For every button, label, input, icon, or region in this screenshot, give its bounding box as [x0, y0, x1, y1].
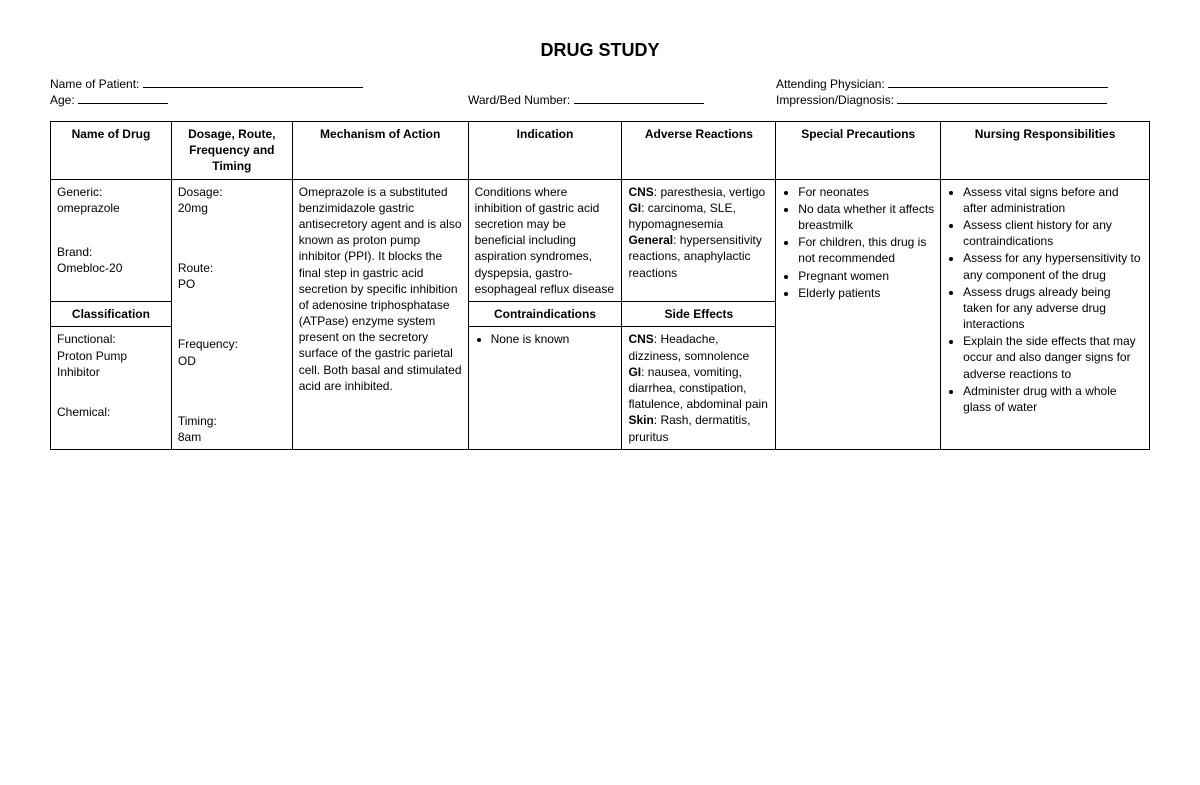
cell-moa: Omeprazole is a substituted benzimidazol…: [292, 179, 468, 450]
impression-blank[interactable]: [897, 93, 1107, 104]
nursing-item: Administer drug with a whole glass of wa…: [963, 383, 1143, 415]
side-gi-label: GI: [628, 365, 641, 379]
cell-dosage: Dosage: 20mg Route: PO Frequency: OD Tim…: [171, 179, 292, 450]
cell-drug-names: Generic: omeprazole Brand: Omebloc-20: [51, 179, 172, 302]
nursing-item: Assess client history for any contraindi…: [963, 217, 1143, 249]
adv-cns-text: : paresthesia, vertigo: [654, 185, 765, 199]
cell-contra: None is known: [468, 327, 622, 450]
cell-nursing: Assess vital signs before and after admi…: [941, 179, 1150, 450]
cell-classification: Functional: Proton Pump Inhibitor Chemic…: [51, 327, 172, 450]
cell-indication: Conditions where inhibition of gastric a…: [468, 179, 622, 302]
patient-blank[interactable]: [143, 77, 363, 88]
route-label: Route:: [178, 260, 286, 276]
h-side: Side Effects: [622, 302, 776, 327]
dosage-value: 20mg: [178, 200, 286, 216]
precaution-item: Pregnant women: [798, 268, 934, 284]
h-nursing: Nursing Responsibilities: [941, 122, 1150, 180]
timing-label: Timing:: [178, 413, 286, 429]
h-drug: Name of Drug: [51, 122, 172, 180]
physician-blank[interactable]: [888, 77, 1108, 88]
dosage-label: Dosage:: [178, 184, 286, 200]
cell-adverse: CNS: paresthesia, vertigo GI: carcinoma,…: [622, 179, 776, 302]
impression-label: Impression/Diagnosis:: [776, 93, 894, 107]
nursing-item: Assess drugs already being taken for any…: [963, 284, 1143, 333]
precaution-item: Elderly patients: [798, 285, 934, 301]
timing-value: 8am: [178, 429, 286, 445]
brand-value: Omebloc-20: [57, 260, 165, 276]
adv-gen-label: General: [628, 233, 673, 247]
adv-gi-label: GI: [628, 201, 641, 215]
patient-label: Name of Patient:: [50, 77, 139, 91]
h-dose: Dosage, Route, Frequency and Timing: [171, 122, 292, 180]
physician-label: Attending Physician:: [776, 77, 885, 91]
meta-row-1: Name of Patient: Attending Physician:: [50, 77, 1150, 91]
nursing-item: Assess for any hypersensitivity to any c…: [963, 250, 1143, 282]
age-blank[interactable]: [78, 93, 168, 104]
contra-item: None is known: [491, 331, 616, 347]
side-skin-label: Skin: [628, 413, 653, 427]
meta-row-2: Age: Ward/Bed Number: Impression/Diagnos…: [50, 93, 1150, 107]
class-func-value: Proton Pump Inhibitor: [57, 348, 165, 380]
adv-gi-text: : carcinoma, SLE, hypomagnesemia: [628, 201, 735, 231]
h-classification: Classification: [51, 302, 172, 327]
route-value: PO: [178, 276, 286, 292]
h-precautions: Special Precautions: [776, 122, 941, 180]
precaution-item: No data whether it affects breastmilk: [798, 201, 934, 233]
nursing-item: Explain the side effects that may occur …: [963, 333, 1143, 382]
nursing-item: Assess vital signs before and after admi…: [963, 184, 1143, 216]
side-cns-label: CNS: [628, 332, 653, 346]
precaution-item: For neonates: [798, 184, 934, 200]
ward-blank[interactable]: [574, 93, 704, 104]
class-chem-label: Chemical:: [57, 404, 165, 420]
brand-label: Brand:: [57, 244, 165, 260]
adv-cns-label: CNS: [628, 185, 653, 199]
ward-label: Ward/Bed Number:: [468, 93, 570, 107]
cell-side: CNS: Headache, dizziness, somnolence GI:…: [622, 327, 776, 450]
age-label: Age:: [50, 93, 75, 107]
class-func-label: Functional:: [57, 331, 165, 347]
generic-label: Generic:: [57, 184, 165, 200]
freq-label: Frequency:: [178, 336, 286, 352]
freq-value: OD: [178, 353, 286, 369]
precaution-item: For children, this drug is not recommend…: [798, 234, 934, 266]
page-title: DRUG STUDY: [50, 40, 1150, 61]
generic-value: omeprazole: [57, 200, 165, 216]
h-moa: Mechanism of Action: [292, 122, 468, 180]
h-adverse: Adverse Reactions: [622, 122, 776, 180]
h-contra: Contraindications: [468, 302, 622, 327]
cell-precautions: For neonatesNo data whether it affects b…: [776, 179, 941, 450]
side-gi-text: : nausea, vomiting, diarrhea, constipati…: [628, 365, 767, 411]
drug-study-table: Name of Drug Dosage, Route, Frequency an…: [50, 121, 1150, 450]
h-indication: Indication: [468, 122, 622, 180]
